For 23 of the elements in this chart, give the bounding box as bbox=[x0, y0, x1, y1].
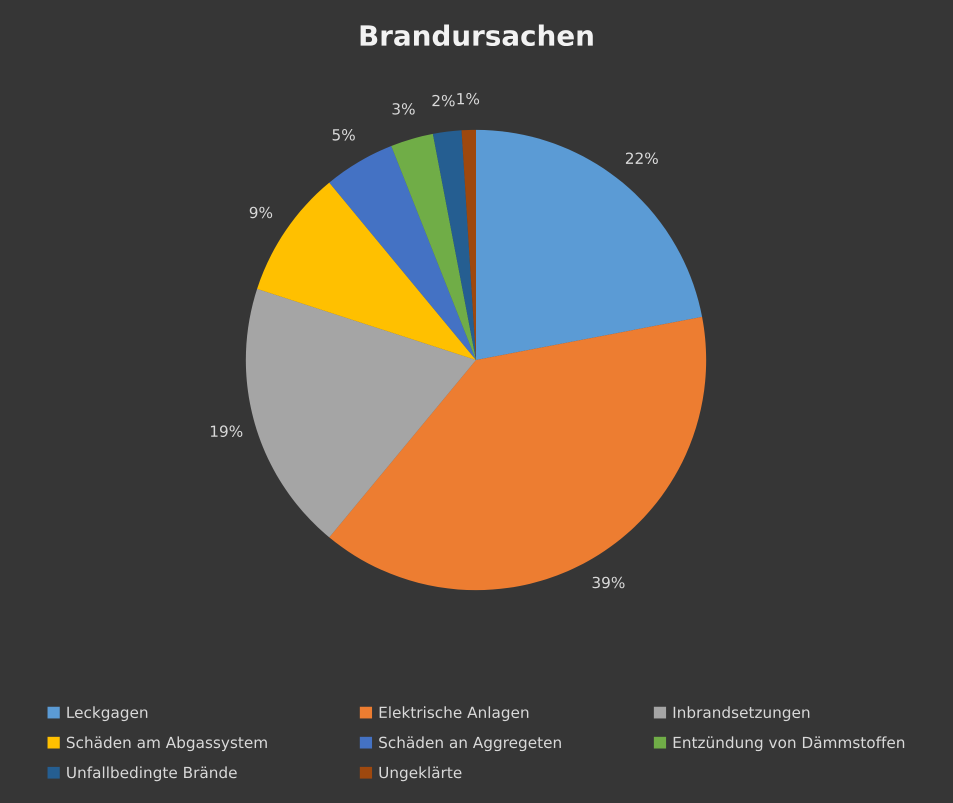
pie-slice bbox=[391, 134, 476, 360]
chart-title: Brandursachen bbox=[360, 24, 593, 46]
legend-label: Schäden am Abgassystem bbox=[66, 736, 267, 752]
legend-label: Entzündung von Dämmstoffen bbox=[674, 736, 904, 752]
legend-label: Schäden an Aggregeten bbox=[379, 736, 561, 752]
pie-slice bbox=[329, 146, 476, 360]
legend-label: Ungeklärte bbox=[379, 766, 462, 782]
pie-slice bbox=[476, 130, 702, 360]
pie-slice bbox=[432, 130, 476, 360]
data-label: 9% bbox=[250, 206, 272, 218]
legend-label: Unfallbedingte Brände bbox=[67, 766, 237, 782]
data-label: 22% bbox=[626, 152, 658, 164]
legend-label: Elektrische Anlagen bbox=[380, 706, 528, 722]
data-label: 5% bbox=[332, 129, 355, 141]
data-label: 3% bbox=[392, 103, 415, 115]
pie-slice bbox=[246, 288, 476, 538]
data-label: 19% bbox=[210, 425, 242, 437]
legend-label: Leckgagen bbox=[67, 706, 148, 722]
data-label: 39% bbox=[592, 576, 625, 588]
legend-label: Inbrandsetzungen bbox=[674, 706, 810, 722]
pie-slice bbox=[329, 316, 706, 590]
data-label: 1% bbox=[457, 92, 480, 104]
data-label: 2% bbox=[432, 94, 455, 106]
